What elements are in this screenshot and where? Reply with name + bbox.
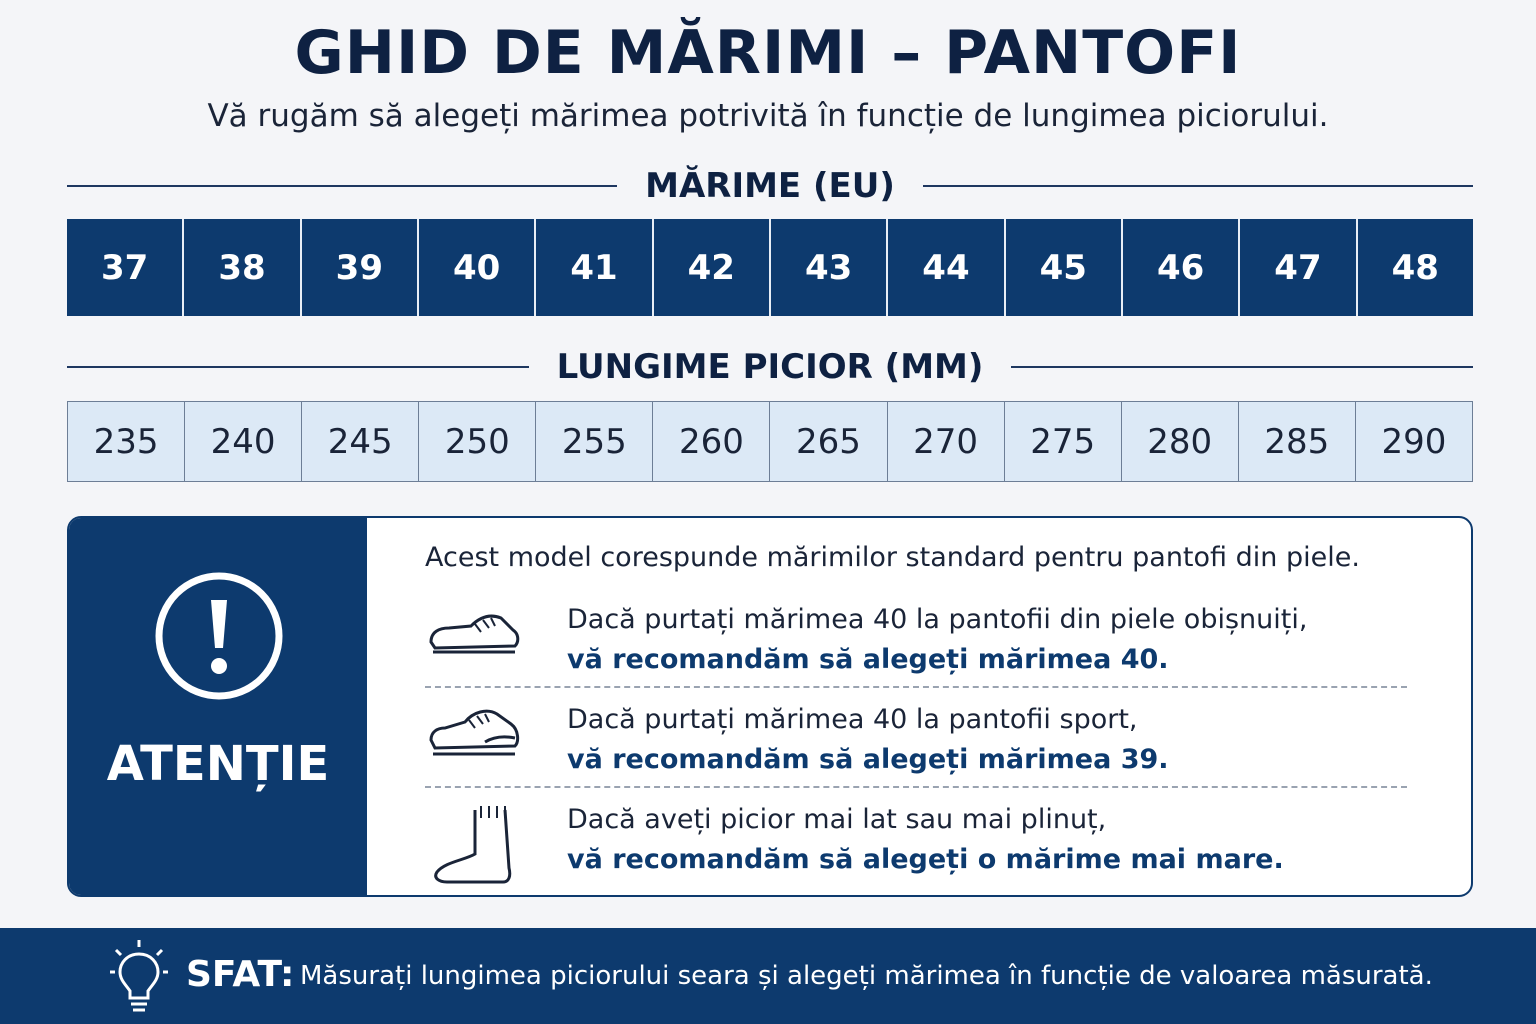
eu-size-cell: 45 [1003, 219, 1121, 316]
subtitle: Vă rugăm să alegeți mărimea potrivită în… [207, 98, 1329, 134]
eu-size-cell: 46 [1120, 219, 1238, 316]
notice-intro: Acest model corespunde mărimilor standar… [425, 542, 1360, 573]
heading-text: MĂRIME (EU) [645, 166, 895, 206]
notice-side: ATENȚIE [69, 518, 367, 895]
length-cell: 235 [93, 421, 159, 462]
eu-size-cell: 39 [299, 219, 417, 316]
rule [1011, 366, 1473, 368]
length-cell: 265 [769, 402, 886, 481]
notice-box: ATENȚIE Acest model corespunde mărimilor… [67, 516, 1473, 897]
foot-icon [434, 806, 512, 884]
notice-item: Dacă purtați mărimea 40 la pantofii din … [425, 596, 1407, 694]
notice-item: Dacă purtați mărimea 40 la pantofii spor… [425, 696, 1407, 794]
eu-size-cell: 40 [416, 219, 534, 316]
heading-text: LUNGIME PICIOR (MM) [556, 347, 984, 387]
sneaker-icon [429, 709, 520, 756]
length-cell: 245 [301, 402, 418, 481]
notice-item: Dacă aveți picior mai lat sau mai plinuț… [425, 796, 1407, 894]
eu-size-row: 37 38 39 40 41 42 43 44 45 46 47 48 [67, 219, 1473, 316]
length-cell: 260 [652, 402, 769, 481]
eu-size-cell: 43 [768, 219, 886, 316]
length-row: 235 240 245 250 255 260 265 270 275 280 285 290 [67, 401, 1473, 482]
separator [425, 786, 1407, 788]
eu-size-cell: 47 [1238, 219, 1355, 316]
bulb-icon [110, 940, 168, 1012]
eu-size-cell: 44 [886, 219, 1003, 316]
item-text: Dacă purtați mărimea 40 la pantofii din … [567, 604, 1308, 635]
tip-label: SFAT: [186, 954, 295, 995]
title: GHID DE MĂRIMI – PANTOFI [294, 18, 1242, 88]
length-cell: 275 [1003, 402, 1121, 481]
eu-size-cell: 48 [1355, 219, 1473, 316]
length-heading: LUNGIME PICIOR (MM) [67, 344, 1473, 390]
tip-bar: SFAT: Măsurați lungimea piciorului seara… [0, 928, 1536, 1024]
eu-size-cell: 37 [101, 247, 149, 288]
separator [425, 686, 1407, 688]
length-cell: 280 [1120, 402, 1238, 481]
notice-label: ATENȚIE [106, 736, 330, 792]
item-recommendation: vă recomandăm să alegeți mărimea 39. [567, 744, 1169, 775]
eu-heading: MĂRIME (EU) [67, 163, 1474, 209]
length-cell: 270 [886, 402, 1004, 481]
eu-size-cell: 38 [182, 219, 299, 316]
eu-size-cell: 42 [651, 219, 769, 316]
length-cell: 255 [535, 402, 652, 481]
length-cell: 250 [418, 402, 535, 481]
item-text: Dacă purtați mărimea 40 la pantofii spor… [567, 704, 1138, 735]
item-text: Dacă aveți picior mai lat sau mai plinuț… [567, 804, 1107, 835]
length-cell: 285 [1237, 402, 1355, 481]
rule [922, 185, 1474, 187]
eu-size-cell: 41 [534, 219, 651, 316]
item-recommendation: vă recomandăm să alegeți o mărime mai ma… [567, 844, 1284, 875]
warning-icon [155, 572, 283, 700]
rule [67, 366, 529, 368]
shoe-icon [429, 614, 520, 654]
rule [67, 185, 618, 187]
tip-text: Măsurați lungimea piciorului seara și al… [300, 961, 1433, 991]
length-cell: 240 [184, 402, 301, 481]
item-recommendation: vă recomandăm să alegeți mărimea 40. [567, 644, 1169, 675]
length-cell: 290 [1354, 402, 1472, 481]
